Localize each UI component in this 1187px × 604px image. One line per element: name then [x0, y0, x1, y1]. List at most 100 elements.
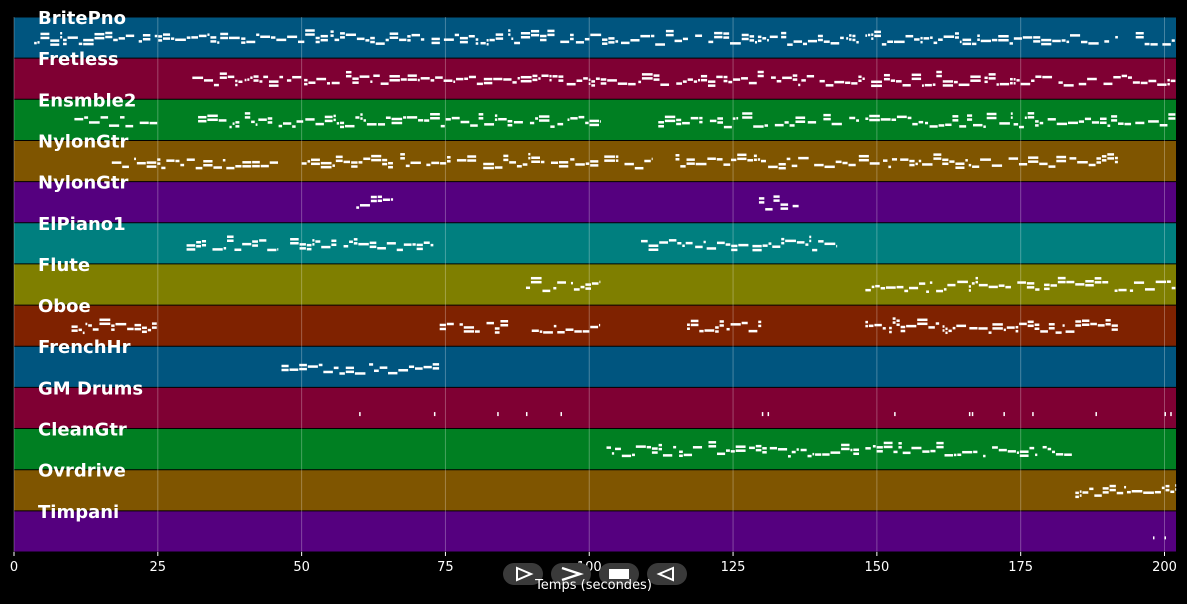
drum-hit	[1170, 412, 1172, 417]
stop-button[interactable]	[599, 563, 639, 585]
track-band	[14, 346, 1176, 388]
note	[874, 34, 881, 38]
note	[719, 324, 724, 327]
note	[305, 118, 315, 121]
note	[453, 80, 456, 83]
note	[345, 366, 354, 370]
note	[928, 326, 935, 329]
note	[651, 447, 658, 450]
note	[161, 166, 166, 170]
note	[975, 280, 978, 284]
note	[256, 33, 260, 37]
note	[591, 80, 596, 83]
note	[108, 124, 120, 127]
next-button[interactable]	[551, 563, 591, 585]
note	[900, 158, 909, 161]
note	[717, 117, 723, 120]
note	[494, 331, 500, 334]
note	[932, 83, 936, 86]
note	[1056, 155, 1067, 159]
note	[757, 74, 764, 78]
note	[308, 81, 316, 84]
note	[407, 116, 418, 119]
note	[1167, 82, 1170, 86]
note	[244, 116, 251, 119]
note	[299, 247, 306, 250]
note	[765, 208, 773, 211]
note	[588, 82, 591, 85]
note	[1027, 116, 1035, 119]
note	[682, 121, 690, 125]
note	[874, 30, 881, 34]
note	[771, 76, 776, 79]
note	[431, 37, 440, 41]
note	[1127, 76, 1132, 79]
note	[389, 32, 399, 35]
note	[1003, 328, 1006, 332]
note	[719, 320, 724, 323]
note	[358, 242, 369, 246]
note	[933, 157, 942, 160]
note	[512, 81, 517, 84]
note	[430, 112, 440, 116]
note	[468, 75, 476, 79]
note	[334, 38, 340, 42]
note	[885, 286, 896, 289]
note	[736, 116, 739, 120]
note	[483, 81, 493, 85]
drum-hit	[359, 412, 361, 417]
note	[945, 327, 948, 331]
note	[370, 80, 373, 83]
note	[773, 199, 780, 202]
note	[780, 203, 789, 206]
note	[320, 165, 332, 169]
note	[494, 118, 498, 121]
note	[320, 38, 328, 42]
note	[494, 166, 503, 169]
note	[741, 77, 748, 80]
note	[703, 240, 706, 244]
note	[590, 164, 599, 167]
note	[351, 165, 358, 168]
note	[467, 155, 477, 158]
note	[567, 118, 570, 121]
note	[991, 38, 998, 42]
note	[557, 331, 565, 334]
note	[244, 112, 251, 115]
note	[871, 80, 882, 84]
note	[78, 42, 83, 46]
note	[443, 38, 454, 41]
note	[203, 160, 213, 163]
note	[198, 34, 207, 38]
note	[431, 161, 440, 165]
note	[186, 248, 196, 251]
play-button[interactable]	[503, 563, 543, 585]
back-button[interactable]	[647, 563, 687, 585]
note	[968, 163, 972, 167]
note	[980, 39, 991, 43]
note	[1111, 115, 1118, 118]
note	[1026, 286, 1035, 289]
note	[933, 153, 942, 156]
note	[500, 320, 509, 323]
note	[887, 40, 894, 44]
note	[865, 447, 871, 450]
note	[247, 78, 250, 81]
note	[558, 165, 569, 168]
note	[841, 447, 850, 451]
note	[92, 328, 99, 331]
note	[78, 328, 82, 332]
note	[180, 163, 185, 167]
note	[967, 114, 973, 117]
note	[695, 245, 703, 249]
note	[708, 80, 716, 83]
note	[731, 158, 737, 162]
note	[386, 242, 396, 245]
note	[930, 36, 933, 39]
note	[962, 38, 972, 42]
note	[476, 82, 483, 86]
note	[1091, 121, 1100, 124]
note	[679, 450, 683, 454]
note	[795, 120, 806, 123]
note	[382, 198, 390, 202]
